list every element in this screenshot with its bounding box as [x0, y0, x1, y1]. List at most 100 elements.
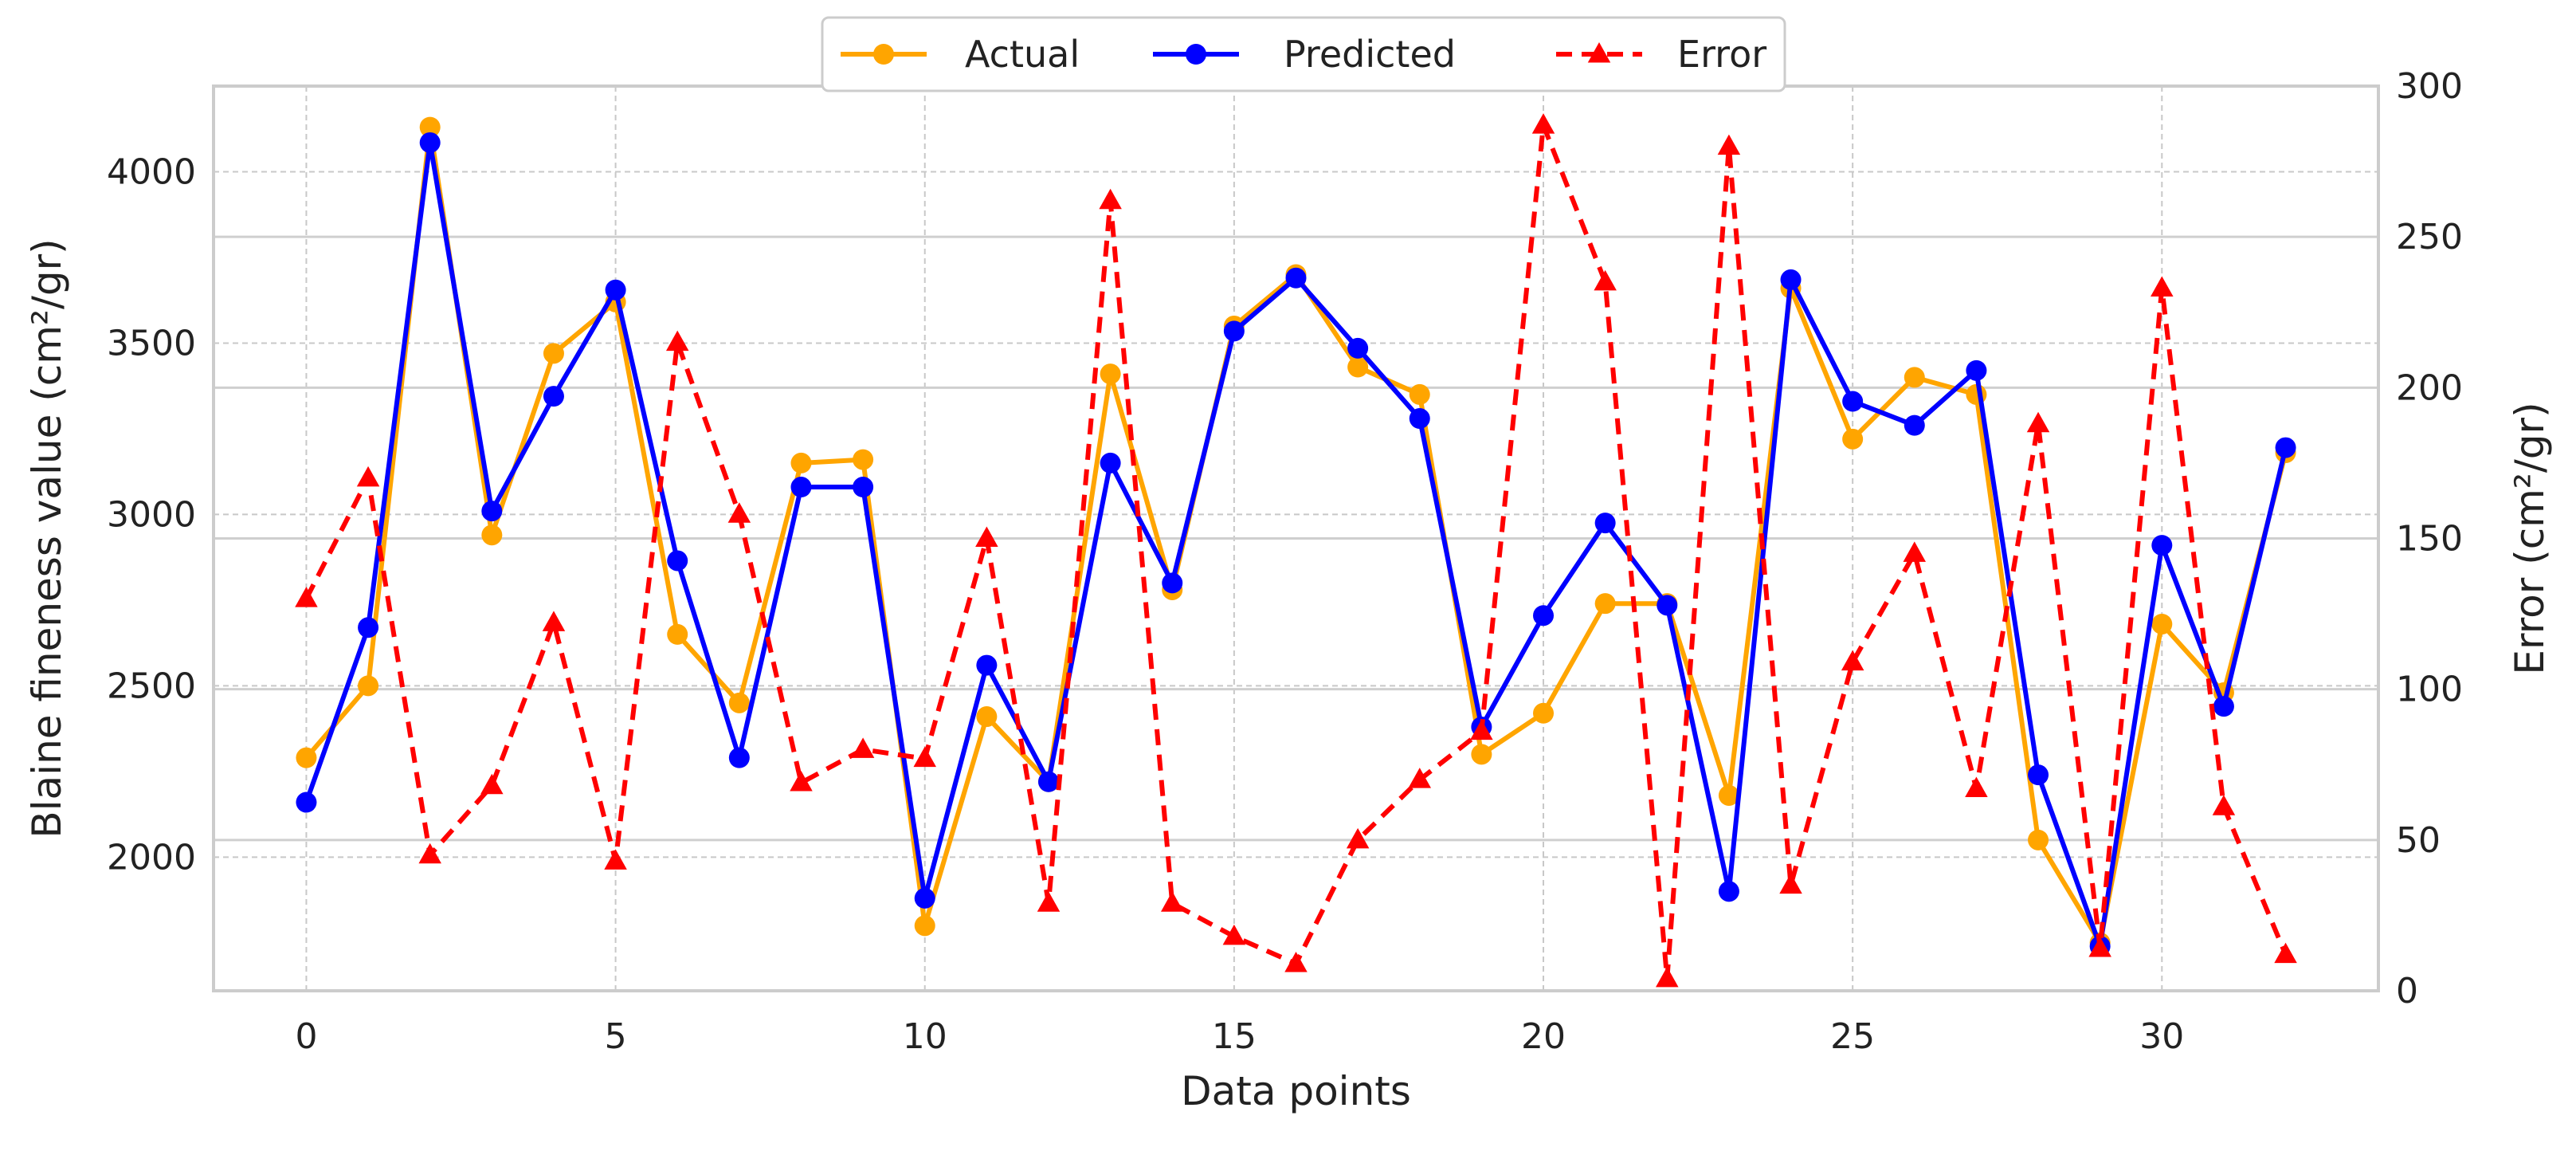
- error-point: [356, 466, 380, 487]
- x-tick-label: 5: [605, 1016, 627, 1057]
- predicted-point: [1533, 605, 1555, 627]
- error-point: [1284, 951, 1308, 972]
- y-left-tick-label: 2500: [107, 666, 196, 706]
- x-tick-label: 0: [295, 1016, 317, 1057]
- predicted-point: [1100, 452, 1121, 473]
- error-point: [2151, 276, 2174, 297]
- actual-point: [1594, 593, 1616, 615]
- actual-point: [358, 675, 379, 697]
- x-axis-ticks: 0 5 10 15 20 25 30: [295, 1016, 2184, 1057]
- legend-marker: [873, 44, 894, 65]
- legend-item-predicted: Predicted: [1153, 33, 1456, 76]
- predicted-point: [481, 501, 503, 522]
- predicted-point: [296, 792, 317, 813]
- legend-marker: [1186, 44, 1206, 65]
- predicted-point: [1966, 359, 1987, 381]
- actual-point: [1966, 383, 1987, 405]
- series-layer: [295, 113, 2297, 988]
- actual-point: [1842, 428, 1864, 450]
- y-left-tick-label: 4000: [107, 151, 196, 192]
- error-point: [295, 587, 318, 607]
- predicted-point: [1842, 391, 1864, 412]
- predicted-point: [1594, 513, 1616, 534]
- error-point: [665, 330, 689, 352]
- error-point: [2212, 795, 2236, 815]
- actual-point: [2151, 613, 2173, 634]
- actual-point: [853, 449, 874, 470]
- predicted-point: [1223, 320, 1245, 342]
- y-right-tick-label: 150: [2396, 519, 2463, 560]
- legend-box: [821, 16, 1786, 92]
- error-point: [1594, 269, 1617, 291]
- x-tick-label: 20: [1521, 1016, 1566, 1057]
- predicted-point: [543, 386, 564, 407]
- error-point: [913, 746, 936, 768]
- error-point: [604, 849, 627, 870]
- predicted-point: [853, 477, 874, 498]
- error-point: [1408, 768, 1432, 788]
- y-right-tick-label: 250: [2396, 217, 2463, 257]
- error-point: [1903, 541, 1927, 562]
- y-left-tick-label: 3000: [107, 494, 196, 535]
- error-point: [1531, 113, 1555, 134]
- error-point: [1346, 827, 1370, 849]
- x-tick-label: 30: [2139, 1016, 2184, 1057]
- actual-point: [976, 706, 998, 728]
- error-point: [542, 611, 566, 631]
- y-left-tick-label: 2000: [107, 837, 196, 878]
- series-error: [295, 113, 2297, 988]
- predicted-point: [1285, 267, 1307, 289]
- predicted-point: [667, 550, 688, 572]
- legend-label: Error: [1677, 33, 1766, 76]
- y-axis-right-ticks: 0 50 100 150 200 250 300: [2396, 66, 2463, 1012]
- error-point: [1470, 719, 1493, 740]
- predicted-point: [2028, 764, 2049, 786]
- predicted-point: [1657, 595, 1678, 616]
- x-tick-label: 10: [903, 1016, 947, 1057]
- predicted-point: [605, 279, 626, 301]
- error-point: [1717, 134, 1741, 155]
- error-point: [480, 773, 504, 795]
- predicted-point: [1409, 408, 1430, 430]
- error-point: [851, 737, 875, 758]
- y-axis-left-ticks: 2000 2500 3000 3500 4000: [107, 151, 196, 878]
- actual-point: [1347, 356, 1369, 378]
- predicted-point: [1037, 771, 1059, 792]
- error-point: [1222, 924, 1246, 945]
- legend-marker: [1587, 42, 1611, 63]
- actual-point: [1471, 744, 1492, 765]
- predicted-point: [914, 887, 935, 909]
- legend-label: Predicted: [1284, 33, 1456, 76]
- predicted-point: [2275, 437, 2296, 458]
- actual-point: [419, 116, 441, 138]
- error-point: [2026, 411, 2050, 433]
- predicted-point: [1162, 572, 1183, 594]
- actual-point: [2028, 829, 2049, 850]
- predicted-point: [1718, 881, 1739, 902]
- predicted-point: [2151, 535, 2173, 556]
- error-point: [1779, 873, 1802, 894]
- predicted-point: [358, 617, 379, 638]
- actual-point: [543, 343, 564, 364]
- actual-point: [1904, 367, 1925, 388]
- error-point: [1841, 650, 1864, 671]
- y-right-tick-label: 300: [2396, 66, 2463, 107]
- actual-point: [667, 623, 688, 645]
- error-point: [1656, 966, 1679, 988]
- x-axis-title: Data points: [1181, 1068, 1411, 1114]
- actual-point: [1533, 702, 1555, 724]
- predicted-point: [2213, 696, 2234, 717]
- predicted-point: [1347, 337, 1369, 359]
- y-right-tick-label: 100: [2396, 670, 2463, 710]
- actual-point: [1718, 784, 1739, 806]
- y-right-tick-label: 200: [2396, 367, 2463, 408]
- legend-label: Actual: [965, 33, 1080, 76]
- y-axis-right-title: Error (cm²/gr): [2507, 402, 2553, 674]
- y-left-tick-label: 3500: [107, 323, 196, 363]
- actual-point: [481, 524, 503, 546]
- error-point: [1037, 891, 1061, 912]
- actual-point: [1100, 363, 1121, 385]
- error-point: [1099, 188, 1122, 210]
- predicted-point: [728, 747, 750, 768]
